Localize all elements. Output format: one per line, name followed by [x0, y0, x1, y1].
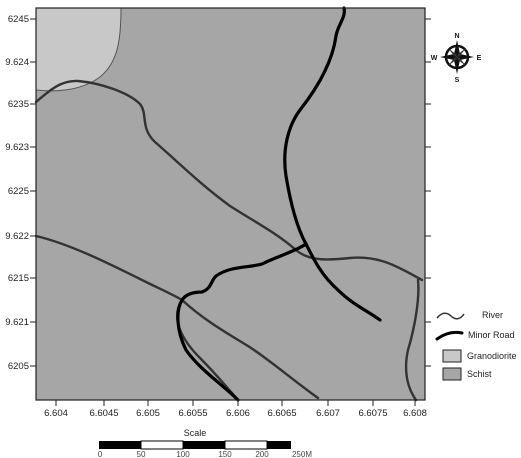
y-tick-label: 6225 [8, 186, 29, 197]
schist-swatch [442, 367, 462, 381]
compass-needle-east [457, 54, 474, 60]
legend-label: River [482, 310, 503, 320]
y-tick-label: 9.621 [5, 317, 29, 328]
scale-label: 250M [292, 450, 312, 458]
y-tick-label: 6235 [8, 99, 29, 110]
scale-segment [267, 441, 291, 449]
legend: River Minor Road Granodiorite Schist [435, 310, 517, 381]
scale-title: Scale [184, 428, 207, 438]
legend-label: Granodiorite [467, 351, 517, 361]
legend-item-schist: Schist [442, 367, 492, 381]
scale-bar: Scale 0 50 100 150 200 250M [98, 428, 313, 458]
x-tick-label: 6.6065 [267, 408, 296, 419]
river-segment [34, 79, 424, 282]
minor-road-lines [176, 6, 382, 402]
scale-label: 0 [98, 450, 103, 458]
y-tick-label: 6215 [8, 273, 29, 284]
x-axis [55, 400, 416, 406]
compass-n-label: N [454, 33, 459, 40]
x-tick-label: 6.607 [316, 408, 340, 419]
river-segment [404, 278, 420, 402]
legend-item-minor-road: Minor Road [435, 330, 515, 341]
x-tick-label: 6.6075 [358, 408, 387, 419]
compass-e-label: E [477, 55, 482, 62]
minor-road-symbol [435, 330, 464, 341]
scale-label: 100 [176, 450, 190, 458]
y-tick-labels: 6245 9.624 6235 9.623 6225 9.622 6215 9.… [5, 14, 29, 372]
scale-segment [224, 440, 268, 450]
scale-label: 150 [218, 450, 232, 458]
scale-segment [183, 441, 225, 449]
map-frame [34, 6, 426, 402]
scale-segment [99, 441, 141, 449]
granodiorite-area [35, 7, 122, 92]
scale-label: 50 [137, 450, 146, 458]
x-tick-label: 6.606 [226, 408, 250, 419]
y-tick-label: 9.624 [5, 57, 29, 68]
x-tick-label: 6.604 [44, 408, 68, 419]
legend-item-granodiorite: Granodiorite [442, 349, 517, 363]
granodiorite-swatch [442, 349, 462, 363]
scale-label: 200 [255, 450, 269, 458]
y-tick-label: 6205 [8, 361, 29, 372]
compass-needle-west [440, 54, 457, 60]
minor-road-segment [176, 242, 308, 402]
y-axis [30, 18, 431, 367]
compass-needle-north [454, 40, 460, 57]
north-arrow: N S W E [431, 33, 482, 84]
x-tick-label: 6.6045 [89, 408, 118, 419]
y-tick-label: 9.622 [5, 231, 29, 242]
legend-item-river: River [436, 310, 503, 320]
minor-road-segment [283, 6, 382, 322]
scale-segment [140, 440, 184, 450]
y-tick-label: 9.623 [5, 142, 29, 153]
x-tick-label: 6.6055 [178, 408, 207, 419]
compass-s-label: S [455, 77, 460, 84]
river-symbol [436, 312, 465, 320]
compass-needle-south [454, 57, 460, 74]
legend-label: Schist [467, 369, 492, 379]
x-tick-labels: 6.604 6.6045 6.605 6.6055 6.606 6.6065 6… [44, 408, 427, 419]
x-tick-label: 6.605 [136, 408, 160, 419]
compass-w-label: W [431, 55, 438, 62]
x-tick-label: 6.608 [403, 408, 427, 419]
legend-label: Minor Road [468, 330, 515, 340]
y-tick-label: 6245 [8, 14, 29, 25]
map-border [35, 7, 426, 401]
